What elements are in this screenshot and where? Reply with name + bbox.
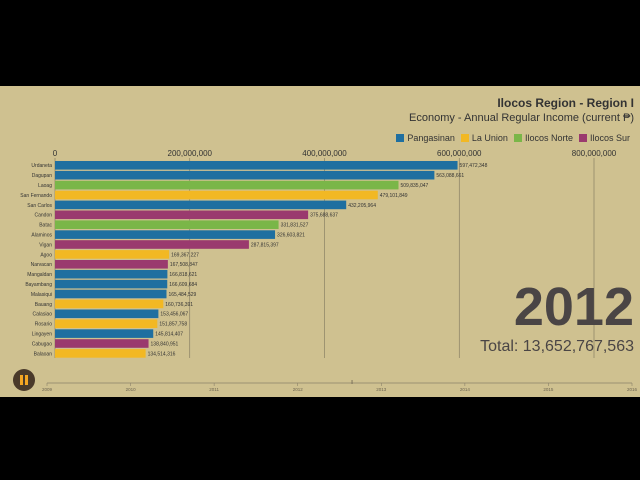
value-label: 167,508,847 [170,262,198,268]
bar [55,170,435,180]
value-label: 375,688,637 [310,213,338,219]
legend-swatch [460,134,469,142]
letterbox-top [0,0,640,86]
category-label: Vigan [39,242,52,248]
bar [55,250,170,259]
bar [55,349,146,358]
timeline-label: 2012 [293,387,304,392]
value-label: 432,205,964 [348,203,376,209]
bar [55,260,168,269]
letterbox-bottom [0,397,640,480]
x-tick-label: 800,000,000 [572,149,617,158]
category-label: Urdaneta [31,163,52,169]
x-tick-label: 400,000,000 [302,149,347,158]
legend-item-pangasinan: Pangasinan [396,133,455,143]
value-label: 166,818,621 [169,272,197,278]
bar [55,319,158,328]
bar [55,190,378,200]
chart-stage: 0 200,000,000 400,000,000 600,000,000 800,00… [0,86,640,397]
category-label: Dagupan [32,173,53,179]
category-label: San Fernando [20,193,52,199]
bar [55,220,279,229]
bar [55,279,168,289]
timeline-label: 2011 [209,387,219,392]
value-label: 166,609,684 [169,282,197,288]
value-label: 134,514,316 [148,351,176,357]
bar [55,230,276,239]
legend-swatch [578,134,587,142]
legend-item-la-union: La Union [460,133,508,143]
category-label: Malasiqui [31,292,52,298]
bar [55,161,458,170]
value-label: 165,484,529 [168,292,196,298]
legend-label: Ilocos Sur [589,133,630,143]
total-display: Total: 13,652,767,563 [480,338,634,355]
value-label: 563,088,661 [436,173,464,179]
bar [55,210,309,220]
value-label: 151,857,758 [159,322,187,328]
value-label: 479,101,849 [380,193,408,199]
category-label: Cabugao [32,341,53,347]
chart-subtitle: Economy - Annual Regular Income (current… [409,112,634,124]
category-label: San Carlos [27,203,52,209]
x-tick-label: 0 [53,149,58,158]
bar [55,180,399,190]
pause-icon [20,375,23,385]
category-label: Alaminos [31,233,52,239]
category-label: Mangaldan [27,272,52,278]
legend-label: Pangasinan [407,133,455,143]
legend-label: Ilocos Norte [524,133,573,143]
timeline-label: 2014 [460,387,471,392]
category-label: Batac [39,223,52,229]
category-label: Balaoan [34,351,53,357]
category-label: Calasiao [33,312,53,318]
x-tick-label: 600,000,000 [437,149,482,158]
year-display: 2012 [513,277,634,337]
bar [55,299,164,309]
value-label: 153,456,067 [160,312,188,318]
legend: Pangasinan La Union Ilocos Norte Ilocos … [396,133,630,143]
value-label: 160,736,391 [165,302,193,308]
bar [55,269,168,279]
value-label: 138,840,951 [151,341,179,347]
bar [55,309,159,319]
timeline-label: 2015 [543,387,554,392]
legend-item-ilocos-norte: Ilocos Norte [513,133,573,143]
value-label: 145,814,407 [155,332,183,338]
bar-chart: 0 200,000,000 400,000,000 600,000,000 800,00… [20,149,638,392]
value-label: 597,472,348 [460,163,488,169]
timeline-label: 2009 [42,387,53,392]
value-label: 169,367,227 [171,252,199,258]
bar [55,289,167,299]
category-label: Lingayen [32,332,53,338]
x-tick-label: 200,000,000 [168,149,213,158]
legend-item-ilocos-sur: Ilocos Sur [578,133,630,143]
bar [55,200,347,210]
category-label: Laoag [38,183,52,189]
legend-swatch [396,134,405,142]
chart-title: Ilocos Region - Region I [497,96,634,110]
pause-icon [25,375,28,385]
timeline-label: 2013 [376,387,387,392]
value-label: 287,815,397 [251,242,279,248]
bar [55,339,149,348]
legend-swatch [513,134,522,142]
timeline-label: 2010 [126,387,137,392]
category-label: Agoo [40,252,52,258]
category-label: Candon [34,213,52,219]
value-label: 331,831,527 [281,223,309,229]
category-label: Rosario [35,322,52,328]
value-label: 326,603,821 [277,233,305,239]
legend-label: La Union [471,133,508,143]
category-label: Bauang [35,302,52,308]
value-label: 509,835,047 [401,183,429,189]
category-label: Bayambang [25,282,52,288]
category-label: Narvacan [31,262,53,268]
bar [55,240,249,249]
bar [55,329,154,338]
pause-button[interactable] [13,369,35,391]
timeline-label: 2016 [627,387,638,392]
